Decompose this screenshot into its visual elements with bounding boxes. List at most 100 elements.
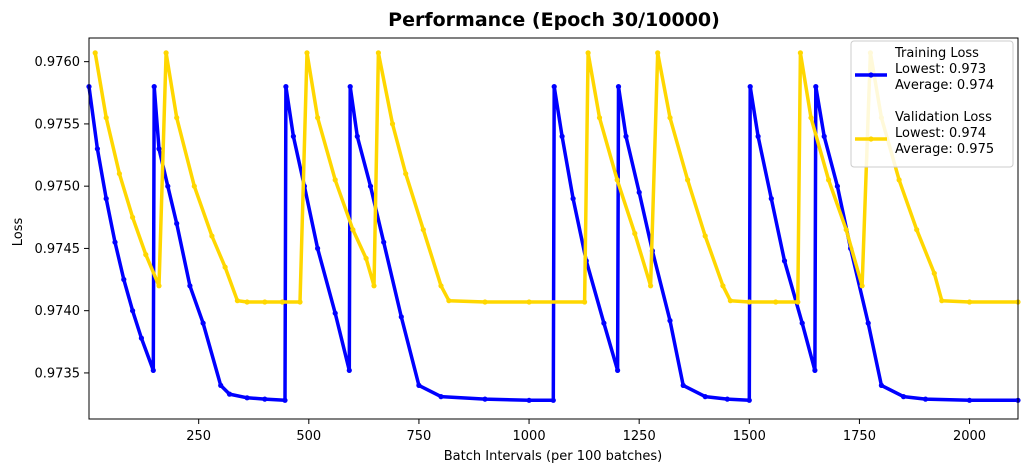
data-point (781, 258, 788, 264)
data-point (834, 183, 841, 189)
plot-frame (88, 37, 1019, 420)
data-point (389, 121, 396, 127)
data-point (226, 391, 233, 397)
data-point (94, 146, 100, 152)
x-axis-label: Batch Intervals (per 100 batches) (444, 449, 662, 464)
y-tick-label: 0.9760 (35, 55, 81, 70)
data-point (615, 84, 622, 90)
data-point (550, 397, 556, 403)
series-points-1 (92, 50, 1021, 305)
data-point (279, 299, 285, 305)
data-point (685, 177, 691, 183)
data-point (398, 314, 404, 320)
data-point (165, 183, 171, 189)
data-point (878, 382, 885, 388)
data-point (130, 214, 136, 220)
y-tick-label: 0.9750 (35, 180, 81, 195)
x-tick-label: 250 (186, 429, 211, 444)
data-point (914, 227, 920, 233)
data-point (174, 115, 180, 121)
data-point (680, 382, 686, 388)
data-point (939, 298, 945, 304)
data-point (922, 396, 929, 402)
data-point (623, 133, 629, 139)
data-point (174, 220, 180, 227)
data-point (262, 396, 268, 402)
data-point (244, 395, 250, 401)
data-point (112, 239, 118, 245)
series-line-0 (87, 84, 1018, 403)
data-point (381, 239, 387, 245)
data-point (900, 394, 907, 400)
data-point (416, 382, 422, 388)
data-point (746, 397, 752, 403)
data-point (262, 299, 268, 305)
data-point (931, 270, 937, 276)
legend-entry-text: Lowest: 0.974 (895, 126, 986, 141)
series-line-1 (93, 51, 1018, 304)
data-point (636, 189, 642, 195)
data-point (966, 299, 973, 305)
data-point (826, 177, 832, 183)
x-axis: 250 500 750 1000 1250 1500 1750 2000 (186, 419, 986, 444)
data-point (371, 283, 377, 289)
data-point (92, 50, 98, 56)
data-point (865, 320, 871, 326)
data-point (103, 196, 109, 202)
x-tick-label: 1750 (843, 429, 876, 444)
data-point (156, 283, 162, 289)
data-point (191, 183, 197, 189)
data-point (570, 196, 576, 202)
data-point (746, 299, 752, 305)
legend-entry-text: Validation Loss (895, 110, 992, 125)
x-tick-label: 1000 (513, 429, 546, 444)
y-axis-label: Loss (11, 218, 26, 247)
data-point (526, 299, 532, 305)
y-tick-label: 0.9745 (35, 242, 81, 257)
data-point (773, 299, 779, 305)
data-point (482, 396, 488, 402)
legend-marker-1 (868, 136, 874, 142)
x-tick-label: 2000 (953, 429, 986, 444)
data-point (297, 299, 303, 305)
data-point (797, 50, 804, 56)
data-point (755, 133, 761, 139)
data-point (482, 299, 488, 305)
data-point (559, 133, 565, 139)
data-point (614, 177, 620, 183)
x-tick-label: 1500 (733, 429, 766, 444)
data-point (615, 367, 621, 373)
legend-marker-0 (868, 72, 874, 78)
data-point (332, 310, 338, 316)
data-point (151, 84, 157, 90)
data-point (648, 283, 654, 289)
data-point (966, 397, 973, 403)
data-point (332, 177, 338, 183)
data-point (585, 50, 591, 56)
data-point (702, 394, 708, 400)
y-tick-label: 0.9740 (35, 304, 81, 319)
data-point (727, 298, 734, 304)
data-point (655, 50, 661, 56)
data-point (315, 115, 321, 121)
data-point (632, 230, 638, 237)
data-point (187, 283, 193, 289)
y-axis: 0.9735 0.9740 0.9745 0.9750 0.9755 0.9760 (35, 55, 89, 381)
data-point (315, 245, 321, 251)
data-point (438, 394, 444, 400)
data-point (601, 320, 607, 326)
data-point (346, 367, 352, 373)
data-point (150, 367, 156, 373)
x-tick-label: 750 (407, 429, 432, 444)
plot-area (86, 37, 1021, 420)
data-point (363, 255, 369, 261)
data-point (667, 115, 673, 121)
data-point (222, 264, 228, 270)
data-point (702, 233, 708, 239)
data-point (582, 299, 588, 305)
data-point (446, 298, 452, 304)
data-point (812, 367, 818, 373)
data-point (218, 382, 224, 388)
legend-box (850, 40, 1014, 168)
